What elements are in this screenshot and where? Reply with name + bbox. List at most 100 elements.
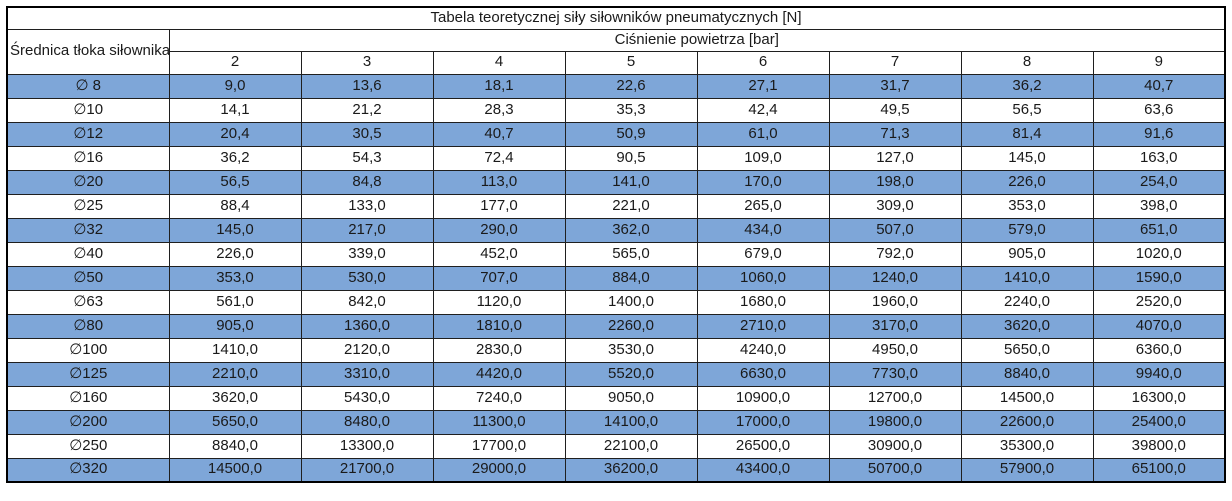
- force-value-cell: 792,0: [828, 241, 962, 267]
- force-value-cell: 9,0: [168, 73, 302, 99]
- force-value-cell: 14100,0: [564, 409, 698, 435]
- force-value-cell: 35,3: [564, 97, 698, 123]
- pressure-column-header: 2: [168, 50, 302, 75]
- force-value-cell: 707,0: [432, 265, 566, 291]
- force-value-cell: 19800,0: [828, 409, 962, 435]
- force-value-cell: 26500,0: [696, 433, 830, 459]
- diameter-cell: ∅ 8: [6, 73, 170, 99]
- force-value-cell: 3530,0: [564, 337, 698, 363]
- force-value-cell: 4070,0: [1092, 313, 1226, 339]
- force-value-cell: 29000,0: [432, 457, 566, 483]
- force-value-cell: 353,0: [960, 193, 1094, 219]
- diameter-cell: ∅200: [6, 409, 170, 435]
- force-value-cell: 1410,0: [168, 337, 302, 363]
- force-value-cell: 12700,0: [828, 385, 962, 411]
- force-value-cell: 40,7: [432, 121, 566, 147]
- force-value-cell: 1680,0: [696, 289, 830, 315]
- force-value-cell: 265,0: [696, 193, 830, 219]
- force-value-cell: 65100,0: [1092, 457, 1226, 483]
- force-value-cell: 6630,0: [696, 361, 830, 387]
- table-row: ∅20 56,5 84,8 113,0 141,0 170,0 198,0 226,0 254,…: [6, 169, 1226, 195]
- table-row: ∅100 1410,0 2120,0 2830,0 3530,0 4240,0 4950,0…: [6, 337, 1226, 363]
- diameter-cell: ∅50: [6, 265, 170, 291]
- diameter-cell: ∅63: [6, 289, 170, 315]
- force-value-cell: 17000,0: [696, 409, 830, 435]
- table-head: Tabela teoretycznej siły siłowników pneu…: [6, 6, 1226, 75]
- force-value-cell: 43400,0: [696, 457, 830, 483]
- force-value-cell: 651,0: [1092, 217, 1226, 243]
- force-value-cell: 163,0: [1092, 145, 1226, 171]
- table-row: ∅10 14,1 21,2 28,3 35,3 42,4 49,5 56,5 63,6: [6, 97, 1226, 123]
- diameter-cell: ∅16: [6, 145, 170, 171]
- force-value-cell: 362,0: [564, 217, 698, 243]
- force-value-cell: 2710,0: [696, 313, 830, 339]
- force-value-cell: 35300,0: [960, 433, 1094, 459]
- force-value-cell: 2830,0: [432, 337, 566, 363]
- force-value-cell: 5520,0: [564, 361, 698, 387]
- diameter-cell: ∅320: [6, 457, 170, 483]
- force-value-cell: 905,0: [960, 241, 1094, 267]
- force-value-cell: 1060,0: [696, 265, 830, 291]
- force-table: Tabela teoretycznej siły siłowników pneu…: [6, 6, 1226, 483]
- force-value-cell: 565,0: [564, 241, 698, 267]
- force-value-cell: 1020,0: [1092, 241, 1226, 267]
- force-value-cell: 28,3: [432, 97, 566, 123]
- force-value-cell: 198,0: [828, 169, 962, 195]
- force-value-cell: 84,8: [300, 169, 434, 195]
- force-value-cell: 30900,0: [828, 433, 962, 459]
- force-value-cell: 36,2: [168, 145, 302, 171]
- diameter-cell: ∅40: [6, 241, 170, 267]
- force-value-cell: 14500,0: [168, 457, 302, 483]
- force-value-cell: 133,0: [300, 193, 434, 219]
- diameter-cell: ∅100: [6, 337, 170, 363]
- force-value-cell: 31,7: [828, 73, 962, 99]
- force-value-cell: 9940,0: [1092, 361, 1226, 387]
- pressure-column-header: 4: [432, 50, 566, 75]
- group-header-row: Średnica tłoka siłownika Ciśnienie powie…: [6, 28, 1226, 75]
- force-value-cell: 434,0: [696, 217, 830, 243]
- table-row: ∅ 8 9,0 13,6 18,1 22,6 27,1 31,7 36,2 40,7: [6, 73, 1226, 99]
- diameter-header: Średnica tłoka siłownika: [6, 28, 170, 75]
- force-value-cell: 6360,0: [1092, 337, 1226, 363]
- force-value-cell: 4950,0: [828, 337, 962, 363]
- table-row: ∅50 353,0 530,0 707,0 884,0 1060,0 1240,0 1410,…: [6, 265, 1226, 291]
- force-value-cell: 39800,0: [1092, 433, 1226, 459]
- force-value-cell: 40,7: [1092, 73, 1226, 99]
- force-value-cell: 145,0: [168, 217, 302, 243]
- pressure-column-header: 6: [696, 50, 830, 75]
- force-value-cell: 21700,0: [300, 457, 434, 483]
- table-row: ∅200 5650,0 8480,0 11300,0 14100,0 17000,0 198…: [6, 409, 1226, 435]
- pressure-group-header: Ciśnienie powietrza [bar]: [168, 28, 1226, 52]
- force-value-cell: 309,0: [828, 193, 962, 219]
- force-value-cell: 71,3: [828, 121, 962, 147]
- force-value-cell: 353,0: [168, 265, 302, 291]
- table-body: ∅ 8 9,0 13,6 18,1 22,6 27,1 31,7 36,2 40,7 ∅10 14,…: [6, 73, 1226, 483]
- force-value-cell: 63,6: [1092, 97, 1226, 123]
- force-value-cell: 8840,0: [960, 361, 1094, 387]
- force-value-cell: 1960,0: [828, 289, 962, 315]
- force-value-cell: 54,3: [300, 145, 434, 171]
- force-value-cell: 7240,0: [432, 385, 566, 411]
- force-value-cell: 14,1: [168, 97, 302, 123]
- force-value-cell: 1360,0: [300, 313, 434, 339]
- table-row: ∅63 561,0 842,0 1120,0 1400,0 1680,0 1960,0 224…: [6, 289, 1226, 315]
- force-value-cell: 22,6: [564, 73, 698, 99]
- table-row: ∅40 226,0 339,0 452,0 565,0 679,0 792,0 905,0 10…: [6, 241, 1226, 267]
- force-value-cell: 398,0: [1092, 193, 1226, 219]
- pressure-column-header: 3: [300, 50, 434, 75]
- force-value-cell: 81,4: [960, 121, 1094, 147]
- force-value-cell: 50,9: [564, 121, 698, 147]
- force-value-cell: 2260,0: [564, 313, 698, 339]
- force-value-cell: 561,0: [168, 289, 302, 315]
- table-row: ∅80 905,0 1360,0 1810,0 2260,0 2710,0 3170,0 36…: [6, 313, 1226, 339]
- force-value-cell: 16300,0: [1092, 385, 1226, 411]
- force-value-cell: 1400,0: [564, 289, 698, 315]
- force-value-cell: 452,0: [432, 241, 566, 267]
- force-value-cell: 91,6: [1092, 121, 1226, 147]
- force-value-cell: 1410,0: [960, 265, 1094, 291]
- force-value-cell: 2520,0: [1092, 289, 1226, 315]
- force-value-cell: 5430,0: [300, 385, 434, 411]
- force-value-cell: 13300,0: [300, 433, 434, 459]
- force-value-cell: 141,0: [564, 169, 698, 195]
